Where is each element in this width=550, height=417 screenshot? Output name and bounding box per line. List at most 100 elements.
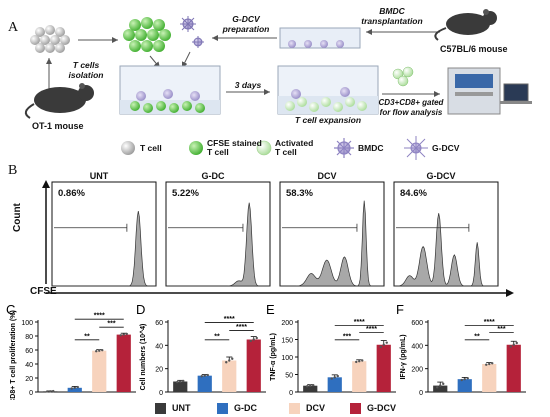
flow-cytometer-icon [447,67,532,115]
legend-label-dcv: DCV [306,403,326,413]
bar-g-dc [197,375,212,392]
bar-dcv [92,350,107,392]
data-point [379,345,382,349]
data-point [485,363,488,366]
y-tick-label: 600 [411,320,423,327]
significance-label: *** [497,326,505,333]
y-tick-label: 150 [281,338,293,345]
significance-label: **** [484,319,495,326]
histogram-percent-gdcv: 84.6% [400,188,427,199]
data-point [255,336,258,340]
significance-label: *** [343,333,351,340]
data-point [49,390,52,393]
legend-activated-cell-icon [256,140,272,156]
panels-c-f-bar-charts: C 0 20 40 60 80 100 CD8+ T cell proliferation (… [6,302,526,400]
y-tick-label: 60 [155,320,163,327]
bar-g-dc [67,387,82,392]
panel-letter-b: B [8,163,18,178]
y-tick-label: 60 [25,348,33,355]
histogram-percent-unt: 0.86% [58,188,85,199]
y-tick-label: 80 [25,334,33,341]
legend-label-activated-cell: Activated T cell [275,138,314,157]
panel-letter-d: D [136,302,145,317]
data-point [439,384,442,387]
label-ot1-mouse: OT-1 mouse [32,121,84,131]
data-point [385,341,388,344]
significance-label: **** [94,313,105,320]
significance-label: ** [214,333,220,340]
y-tick-label: 40 [25,362,33,369]
activated-cell-cluster-icon [392,66,414,87]
y-tick-label: 40 [155,343,163,350]
histogram-title-dcv: DCV [317,171,337,181]
y-axis-label: CD8+ T cell proliferation (%) [10,310,17,400]
significance-label: *** [107,321,115,328]
expansion-dish-icon [277,65,379,115]
y-tick-label: 200 [281,320,293,327]
bar-dcv [352,361,367,392]
bar-chart-c: C 0 20 40 60 80 100 CD8+ T cell proliferation (… [6,302,136,400]
data-point [228,359,231,362]
bottom-legend: UNT G-DC DCV G-DCV [0,400,550,417]
legend-swatch-unt [155,403,166,414]
legend-label-cfse-cell: CFSE stained T cell [207,138,262,157]
significance-label: **** [354,319,365,326]
data-point [225,361,228,364]
legend-t-cell-icon [121,141,135,155]
bar-g-dcv [506,344,521,392]
label-gdcv-preparation: G-DCV preparation [222,14,270,34]
histogram-curve-unt [52,211,156,287]
label-bmdc-transplantation: BMDC transplantation [361,6,423,26]
data-point [119,334,122,337]
bar-g-dcv [246,339,261,392]
legend-label-bmdc: BMDC [358,143,384,153]
bar-g-dc [457,379,472,392]
legend-label-gdcv: G-DCV [432,143,460,153]
data-point [488,362,491,366]
data-point [515,341,518,345]
gdcv-cell-icon [180,16,204,48]
data-point [333,376,336,379]
data-point [176,380,179,384]
data-point [306,385,309,388]
bar-dcv [482,364,497,392]
data-point [206,373,209,377]
data-point [73,386,76,389]
bar-unt [173,381,188,392]
t-cell-cluster-icon [30,25,70,53]
bar-g-dc [327,377,342,392]
data-point [231,357,234,360]
legend-label-gdc: G-DC [234,403,257,413]
label-three-days: 3 days [234,80,262,90]
y-tick-label: 20 [25,376,33,383]
data-point [203,374,206,377]
legend-gdcv-icon [404,136,428,160]
y-tick-label: 50 [285,373,293,380]
data-point [512,343,515,346]
legend-label-gdcv: G-DCV [367,403,396,413]
significance-label: **** [224,316,235,323]
label-t-cells-isolation: T cells isolation [68,60,104,80]
data-point [200,375,203,378]
y-tick-label: 0 [289,390,293,397]
label-t-cell-expansion: T cell expansion [294,115,362,125]
data-point [460,378,463,382]
histogram-xlabel: CFSE [30,286,57,297]
histogram-title-gdcv: G-DCV [426,171,456,181]
bar-unt [433,385,448,392]
data-point [463,377,466,381]
data-point [330,377,333,380]
label-flow-gate: CD3+CD8+ gated for flow analysis [378,98,444,117]
y-tick-label: 0 [419,390,423,397]
y-axis-label: TNF-α (pg/mL) [270,333,277,381]
data-point [336,374,339,378]
histogram-ylabel: Count [12,203,23,232]
panel-letter-f: F [396,302,404,317]
c57-mouse-icon [434,9,497,41]
panel-b-histograms [42,180,514,297]
y-tick-label: 20 [155,367,163,374]
y-axis-label: Cell numbers (10^4) [139,324,147,391]
